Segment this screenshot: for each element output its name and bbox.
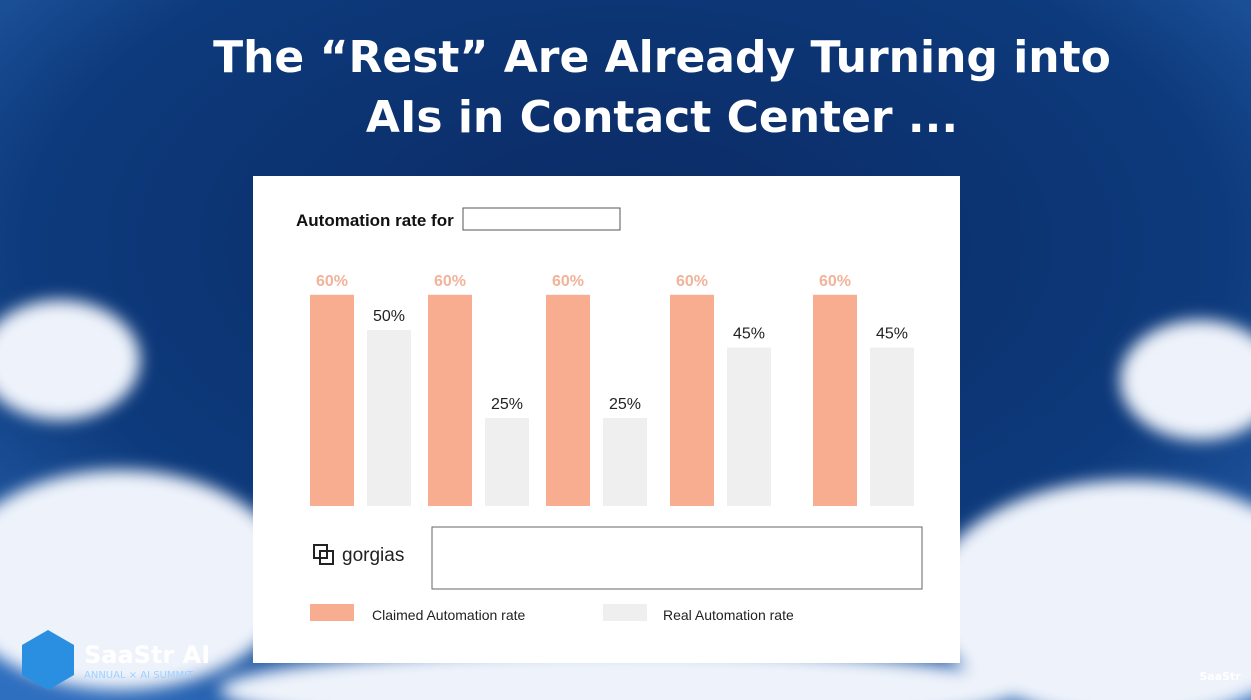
logo-box [431, 526, 923, 590]
bar [367, 330, 411, 506]
bar [727, 347, 771, 506]
legend-swatch [310, 604, 354, 621]
legend-label: Real Automation rate [663, 607, 794, 623]
value-label: 45% [733, 326, 765, 343]
bar [870, 347, 914, 506]
bar [603, 418, 647, 506]
logo-text: gorgias [342, 545, 404, 566]
bar [428, 294, 472, 506]
value-label: 60% [552, 273, 584, 290]
blank-box [462, 207, 621, 231]
brand: SaaStr AI ANNUAL × AI SUMMIT SaaStr [22, 630, 1241, 690]
bar [485, 418, 529, 506]
value-label: 45% [876, 326, 908, 343]
brand-name: SaaStr AI [84, 641, 210, 669]
value-label: 60% [434, 273, 466, 290]
slide-title: The “Rest” Are Already Turning into [213, 32, 1111, 83]
value-label: 25% [609, 396, 641, 413]
legend-label: Claimed Automation rate [372, 607, 526, 623]
bar [813, 294, 857, 506]
brand-tagline: ANNUAL × AI SUMMIT [84, 670, 194, 681]
bar [670, 294, 714, 506]
value-label: 25% [491, 396, 523, 413]
value-label: 60% [676, 273, 708, 290]
brand-corner: SaaStr [1199, 670, 1241, 683]
slide-title: AIs in Contact Center ... [366, 92, 958, 143]
chart-subtitle: Automation rate for [296, 211, 454, 230]
legend-swatch [603, 604, 647, 621]
value-label: 60% [316, 273, 348, 290]
value-label: 50% [373, 308, 405, 325]
bar [546, 294, 590, 506]
logo-icon [313, 544, 334, 565]
value-label: 60% [819, 273, 851, 290]
bar [310, 294, 354, 506]
